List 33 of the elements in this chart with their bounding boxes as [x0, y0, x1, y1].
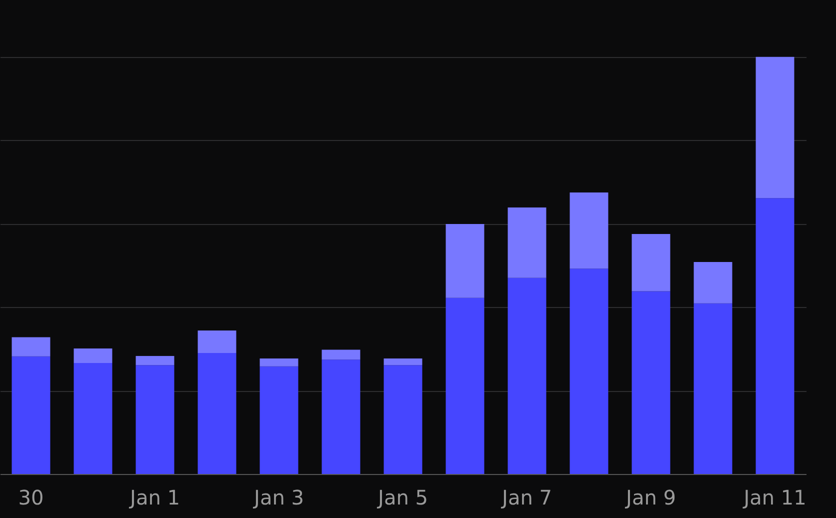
bar: [322, 350, 360, 360]
bar: [136, 365, 174, 474]
bar: [756, 198, 794, 474]
bar: [632, 234, 670, 292]
bar: [322, 360, 360, 474]
bar: [756, 56, 794, 198]
x-tick-label: Jan 3: [252, 486, 304, 510]
bar: [446, 224, 484, 298]
bar: [694, 262, 732, 304]
bar: [74, 348, 112, 363]
x-tick-label: Jan 5: [376, 486, 428, 510]
x-tick-label: Jan 1: [128, 486, 180, 510]
bar: [260, 366, 298, 474]
bar: [384, 358, 422, 366]
bar: [260, 358, 298, 366]
x-tick-label: Jan 9: [624, 486, 676, 510]
bar: [694, 303, 732, 474]
bar: [136, 356, 174, 366]
bar: [384, 365, 422, 474]
bar: [198, 330, 236, 353]
bar: [508, 207, 546, 278]
bar: [570, 192, 608, 269]
bar: [12, 356, 50, 474]
bar: [198, 352, 236, 474]
bar: [632, 291, 670, 474]
bar: [74, 362, 112, 474]
bar: [508, 278, 546, 474]
bar: [570, 268, 608, 474]
bar: [12, 337, 50, 356]
x-tick-label: 30: [18, 486, 44, 510]
x-tick-label: Jan 11: [742, 486, 806, 510]
x-tick-label: Jan 7: [500, 486, 552, 510]
bar: [446, 298, 484, 474]
